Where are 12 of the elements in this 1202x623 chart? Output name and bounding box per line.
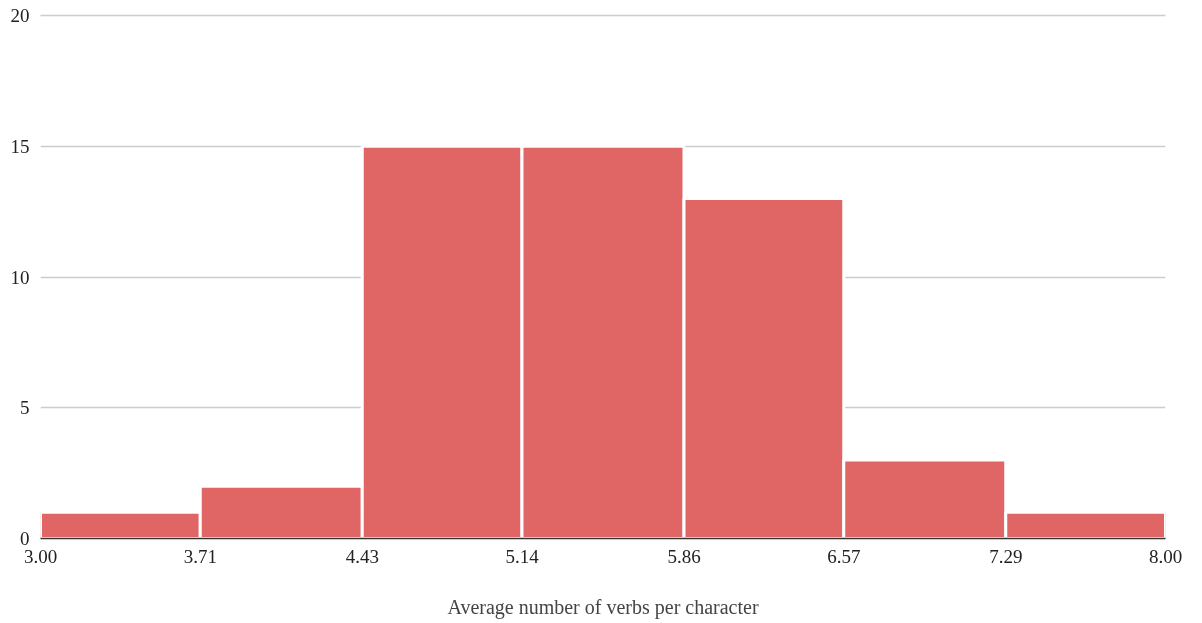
x-tick-label: 5.86 (667, 545, 701, 567)
x-tick-label: 4.43 (345, 545, 379, 567)
x-tick-label: 8.00 (1148, 545, 1183, 567)
y-tick-label: 20 (10, 5, 30, 26)
x-tick-label: 3.71 (183, 545, 217, 567)
y-tick-label: 15 (10, 135, 30, 157)
x-axis-title: Average number of verbs per character (447, 595, 759, 619)
y-tick-label: 10 (10, 266, 30, 288)
x-tick-label: 5.14 (505, 545, 540, 567)
x-tick-label: 7.29 (989, 545, 1023, 567)
y-tick-label: 5 (20, 397, 30, 419)
x-tick-label: 6.57 (827, 545, 861, 567)
